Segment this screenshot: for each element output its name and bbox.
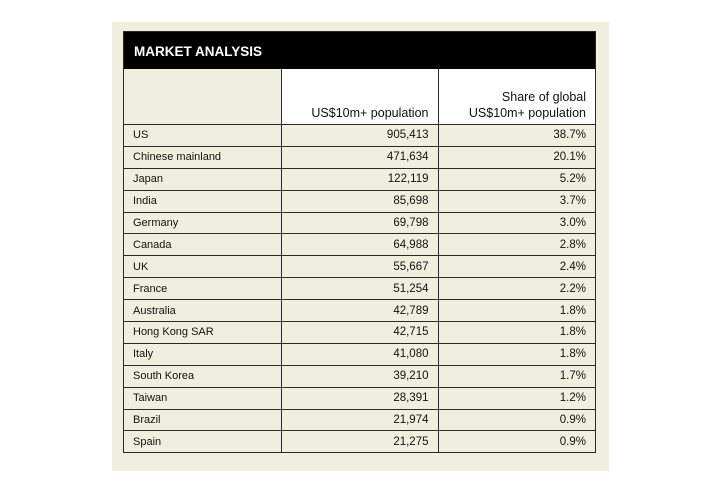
cell-population: 51,254 [280, 277, 439, 301]
table-row: Taiwan 28,391 1.2% [124, 386, 595, 410]
cell-population: 905,413 [280, 124, 439, 147]
cell-share: 1.8% [437, 321, 595, 344]
cell-share: 2.4% [437, 255, 595, 279]
table-row: US 905,413 38.7% [124, 124, 595, 147]
cell-share: 3.0% [437, 211, 595, 235]
cell-country: France [124, 277, 282, 301]
table-row: Brazil 21,974 0.9% [124, 408, 595, 432]
table-title: MARKET ANALYSIS [124, 32, 595, 69]
cell-share: 38.7% [437, 124, 595, 147]
table-row: Hong Kong SAR 42,715 1.8% [124, 321, 595, 344]
table-row: Chinese mainland 471,634 20.1% [124, 145, 595, 169]
cell-population: 42,715 [280, 321, 439, 344]
table-row: India 85,698 3.7% [124, 189, 595, 213]
cell-country: Japan [124, 167, 282, 191]
table-row: Spain 21,275 0.9% [124, 430, 595, 453]
cell-share: 3.7% [437, 189, 595, 213]
cell-country: Spain [124, 430, 282, 453]
table-row: South Korea 39,210 1.7% [124, 364, 595, 388]
table-row: UK 55,667 2.4% [124, 255, 595, 279]
cell-share: 1.8% [437, 342, 595, 366]
cell-population: 41,080 [280, 342, 439, 366]
cell-population: 21,275 [280, 430, 439, 453]
cell-population: 69,798 [280, 211, 439, 235]
header-share-line1: Share of global [501, 90, 586, 104]
cell-country: Taiwan [124, 386, 282, 410]
cell-country: UK [124, 255, 282, 279]
cell-share: 20.1% [437, 145, 595, 169]
cell-share: 2.2% [437, 277, 595, 301]
table-row: Japan 122,119 5.2% [124, 167, 595, 191]
cell-country: India [124, 189, 282, 213]
cell-share: 1.2% [437, 386, 595, 410]
header-row: US$10m+ population Share of global US$10m… [124, 69, 595, 125]
table-row: Canada 64,988 2.8% [124, 233, 595, 257]
cell-country: Chinese mainland [124, 145, 282, 169]
cell-population: 471,634 [280, 145, 439, 169]
table-row: Germany 69,798 3.0% [124, 211, 595, 235]
table-row: Australia 42,789 1.8% [124, 299, 595, 323]
cell-country: Germany [124, 211, 282, 235]
cell-country: Australia [124, 299, 282, 323]
cell-population: 55,667 [280, 255, 439, 279]
cell-share: 0.9% [437, 408, 595, 432]
cell-country: Canada [124, 233, 282, 257]
cell-population: 39,210 [280, 364, 439, 388]
cell-population: 42,789 [280, 299, 439, 323]
cell-share: 5.2% [437, 167, 595, 191]
cell-population: 28,391 [280, 386, 439, 410]
cell-share: 1.8% [437, 299, 595, 323]
header-country [124, 69, 282, 125]
cell-country: Brazil [124, 408, 282, 432]
cell-population: 64,988 [280, 233, 439, 257]
cell-country: South Korea [124, 364, 282, 388]
market-analysis-panel: MARKET ANALYSIS US$10m+ population Share… [112, 22, 609, 471]
cell-country: Italy [124, 342, 282, 366]
table-row: Italy 41,080 1.8% [124, 342, 595, 366]
cell-share: 0.9% [437, 430, 595, 453]
cell-share: 2.8% [437, 233, 595, 257]
header-share: Share of global US$10m+ population [437, 69, 595, 125]
header-share-line2: US$10m+ population [468, 106, 586, 120]
market-analysis-table: MARKET ANALYSIS US$10m+ population Share… [123, 31, 596, 454]
header-population: US$10m+ population [280, 69, 439, 125]
cell-population: 85,698 [280, 189, 439, 213]
cell-country: US [124, 124, 282, 147]
cell-country: Hong Kong SAR [124, 321, 282, 344]
table-row: France 51,254 2.2% [124, 277, 595, 301]
cell-share: 1.7% [437, 364, 595, 388]
cell-population: 21,974 [280, 408, 439, 432]
cell-population: 122,119 [280, 167, 439, 191]
